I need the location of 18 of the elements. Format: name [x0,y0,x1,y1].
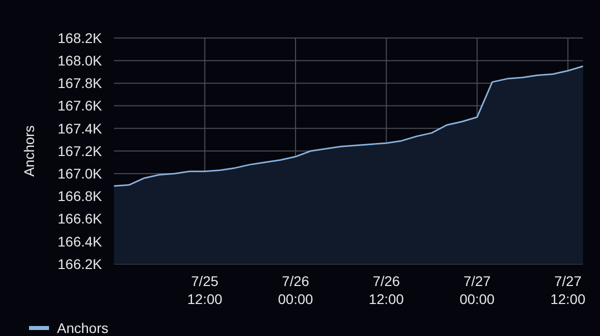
y-tick-label: 166.8K [58,188,103,204]
y-tick-label: 166.2K [58,256,103,272]
x-tick-label: 7/25 12:00 [187,273,222,307]
x-tick-label: 7/26 00:00 [278,273,314,307]
y-tick-label: 166.4K [58,233,103,250]
y-tick-label: 167.2K [58,142,103,159]
y-tick-label: 166.6K [58,210,103,227]
y-tick-label: 167.0K [58,166,103,182]
x-tick-label: 7/26 12:00 [368,273,404,307]
y-tick-label: 168.2K [58,30,103,46]
legend-label: Anchors [57,320,108,336]
y-tick-label: 167.8K [58,75,103,92]
y-axis-title: Anchors [21,125,37,177]
y-tick-label: 168.0K [58,52,103,68]
y-tick-label: 167.6K [58,98,103,114]
x-tick-label: 7/27 12:00 [550,273,586,307]
x-tick-label: 7/27 00:00 [460,273,495,307]
y-tick-label: 167.4K [58,120,103,136]
